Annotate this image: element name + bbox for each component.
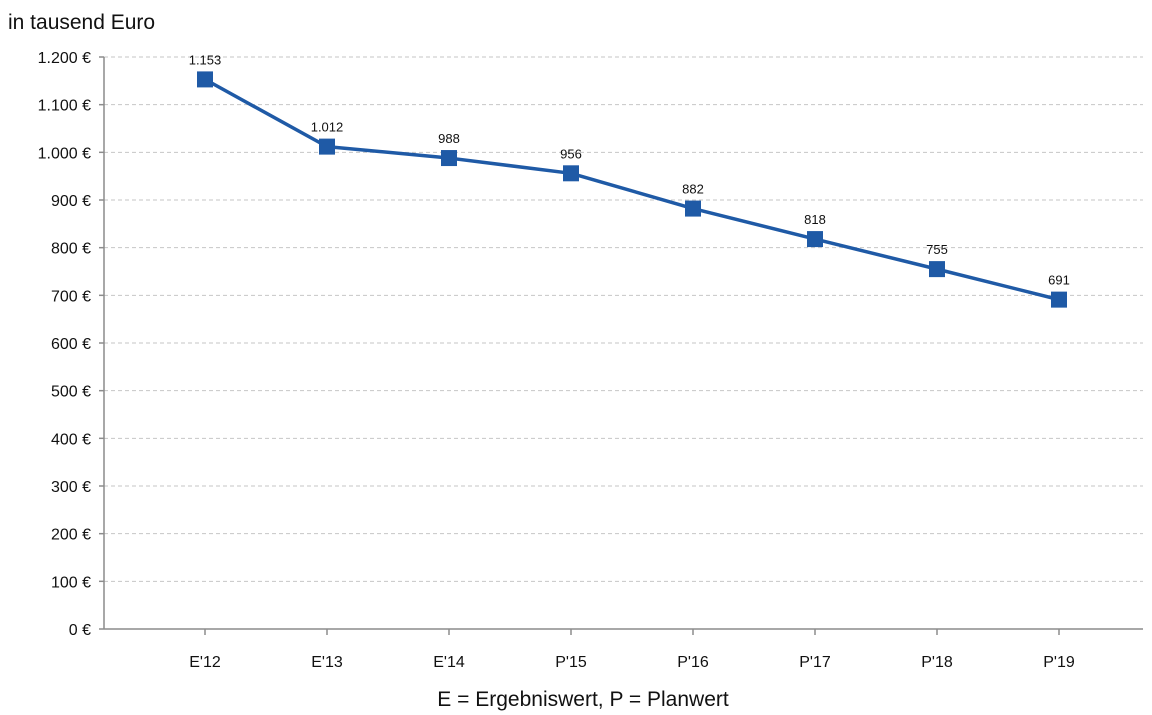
y-tick-label: 1.200 € [38, 50, 91, 67]
x-tick-label: P'15 [555, 654, 587, 671]
y-tick-label: 900 € [51, 193, 91, 210]
footnote: E = Ergebniswert, P = Planwert [437, 688, 729, 711]
data-label: 1.153 [189, 52, 222, 67]
y-tick-label: 500 € [51, 384, 91, 401]
y-tick-label: 1.000 € [38, 145, 91, 162]
gridlines [104, 56, 1143, 582]
y-tick-label: 400 € [51, 431, 91, 448]
y-tick-label: 0 € [69, 622, 91, 639]
x-tick-label: P'18 [921, 654, 953, 671]
data-point-marker [1051, 291, 1067, 308]
x-tick-labels: E'12 E'13 E'14 P'15 P'16 P'17 P'18 P'19 [189, 629, 1075, 671]
y-tick-label: 1.100 € [38, 98, 91, 115]
data-point-marker [685, 200, 701, 217]
data-labels: 1.153 1.012 988 956 882 818 755 691 [189, 52, 1070, 287]
x-tick-label: P'16 [677, 654, 709, 671]
x-tick-label: E'13 [311, 654, 343, 671]
y-tick-label: 200 € [51, 527, 91, 544]
data-label: 1.012 [311, 120, 344, 135]
data-point-marker [563, 165, 579, 182]
data-point-marker [319, 138, 335, 155]
data-label: 755 [926, 242, 948, 257]
y-tick-label: 100 € [51, 574, 91, 591]
data-label: 956 [560, 146, 582, 161]
data-label: 882 [682, 182, 704, 197]
y-tick-label: 700 € [51, 288, 91, 305]
y-tick-label: 800 € [51, 241, 91, 258]
data-point-marker [197, 71, 213, 88]
x-tick-label: P'17 [799, 654, 831, 671]
y-tick-labels: 0 € 100 € 200 € 300 € 400 € 500 € 600 € 700 € 80… [38, 50, 104, 639]
series-line [204, 77, 1060, 302]
x-tick-label: E'14 [433, 654, 465, 671]
data-label: 818 [804, 212, 826, 227]
markers [197, 71, 1067, 308]
x-tick-label: E'12 [189, 654, 221, 671]
unit-label: in tausend Euro [8, 11, 155, 34]
data-point-marker [929, 261, 945, 278]
data-label: 691 [1048, 273, 1070, 288]
series-line-group [204, 77, 1060, 302]
data-point-marker [441, 150, 457, 167]
y-tick-label: 300 € [51, 479, 91, 496]
x-tick-label: P'19 [1043, 654, 1075, 671]
data-label: 988 [438, 131, 460, 146]
data-point-marker [807, 231, 823, 248]
y-tick-label: 600 € [51, 336, 91, 353]
